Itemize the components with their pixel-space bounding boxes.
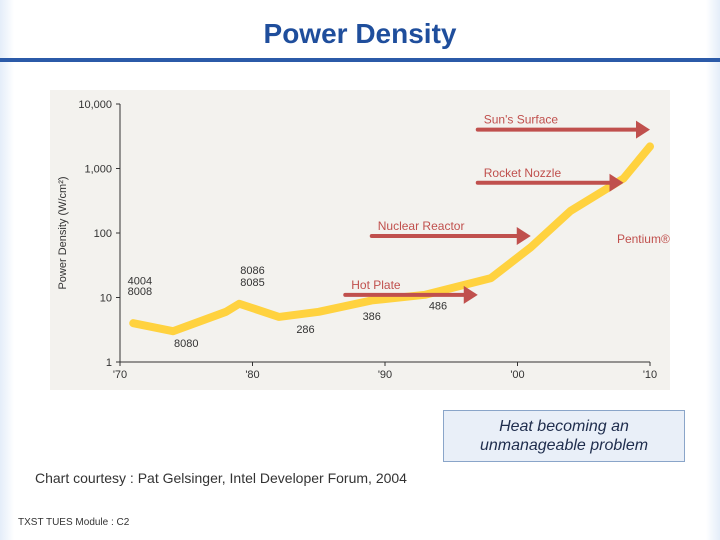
chart-credit: Chart courtesy : Pat Gelsinger, Intel De… <box>35 470 407 486</box>
svg-text:'10: '10 <box>643 369 657 381</box>
svg-text:386: 386 <box>363 311 381 323</box>
caption-box: Heat becoming an unmanageable problem <box>443 410 685 462</box>
slide: Power Density 1 10 100 1,000 10,000 Power Den… <box>0 0 720 540</box>
svg-text:Sun's Surface: Sun's Surface <box>484 113 559 127</box>
svg-text:10,000: 10,000 <box>78 99 112 111</box>
svg-text:'70: '70 <box>113 369 127 381</box>
footer-text: TXST TUES Module : C2 <box>18 517 129 528</box>
svg-text:8085: 8085 <box>240 277 264 289</box>
decoration-left <box>0 0 14 540</box>
title-rule <box>0 58 720 62</box>
svg-text:Power Density (W/cm²): Power Density (W/cm²) <box>57 176 69 289</box>
svg-text:Hot Plate: Hot Plate <box>351 278 401 292</box>
svg-text:Nuclear Reactor: Nuclear Reactor <box>378 219 465 233</box>
svg-text:Rocket Nozzle: Rocket Nozzle <box>484 166 562 180</box>
svg-text:8008: 8008 <box>128 286 152 298</box>
decoration-right <box>706 0 720 540</box>
svg-text:100: 100 <box>94 228 112 240</box>
slide-title: Power Density <box>0 18 720 50</box>
svg-text:1,000: 1,000 <box>84 164 112 176</box>
svg-text:8080: 8080 <box>174 338 198 350</box>
svg-text:'80: '80 <box>245 369 259 381</box>
svg-text:Pentium®: Pentium® <box>617 232 670 246</box>
svg-text:8086: 8086 <box>240 265 264 277</box>
svg-text:1: 1 <box>106 357 112 369</box>
chart-svg: 1 10 100 1,000 10,000 Power Density (W/cm²) '7… <box>50 90 670 390</box>
chart: 1 10 100 1,000 10,000 Power Density (W/cm²) '7… <box>50 90 670 390</box>
svg-text:286: 286 <box>296 324 314 336</box>
svg-text:10: 10 <box>100 293 112 305</box>
svg-text:'00: '00 <box>510 369 524 381</box>
svg-text:'90: '90 <box>378 369 392 381</box>
svg-text:486: 486 <box>429 301 447 313</box>
